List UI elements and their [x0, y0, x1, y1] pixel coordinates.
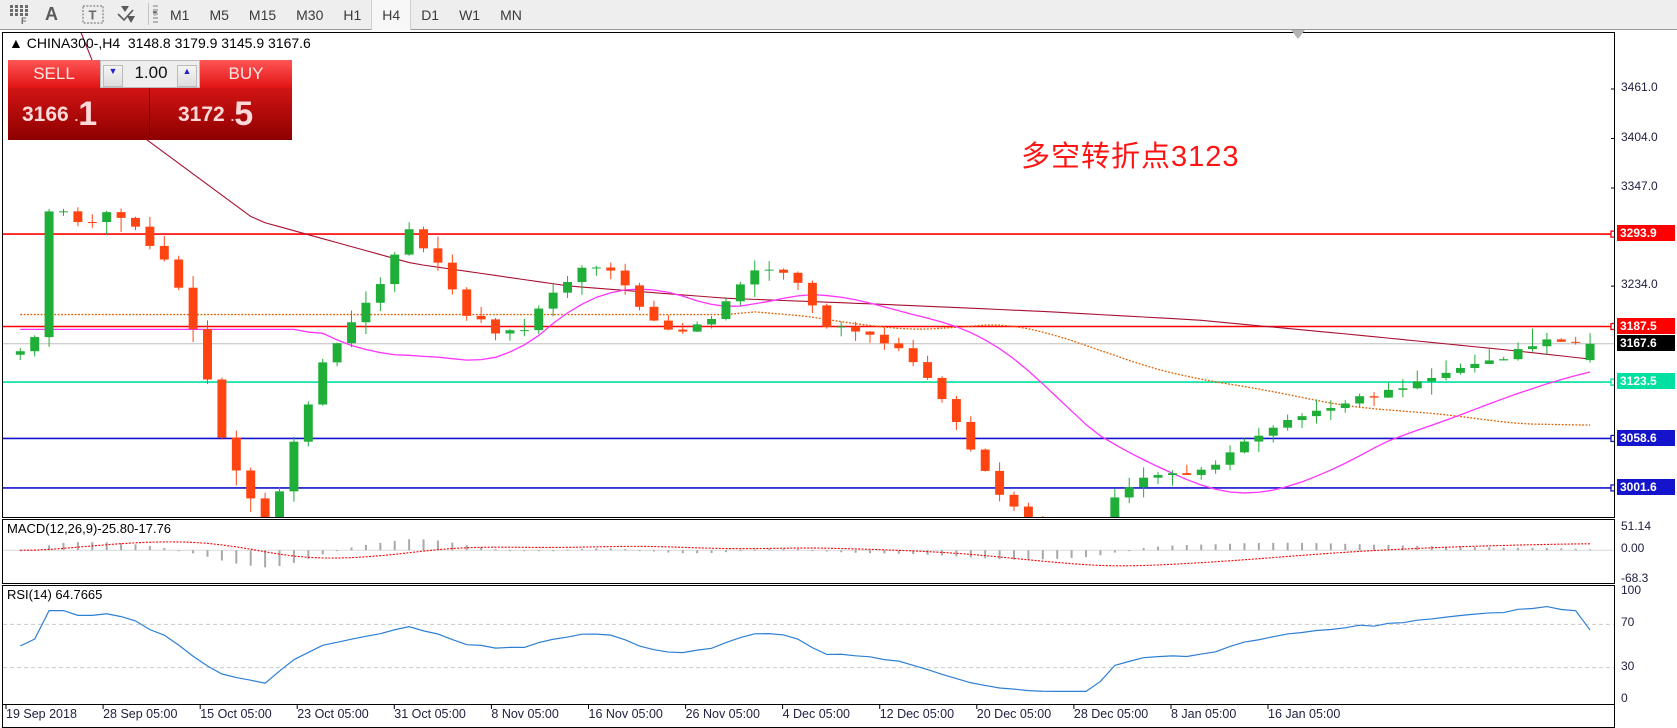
svg-text:T: T: [89, 8, 97, 23]
svg-text:F: F: [21, 16, 27, 25]
